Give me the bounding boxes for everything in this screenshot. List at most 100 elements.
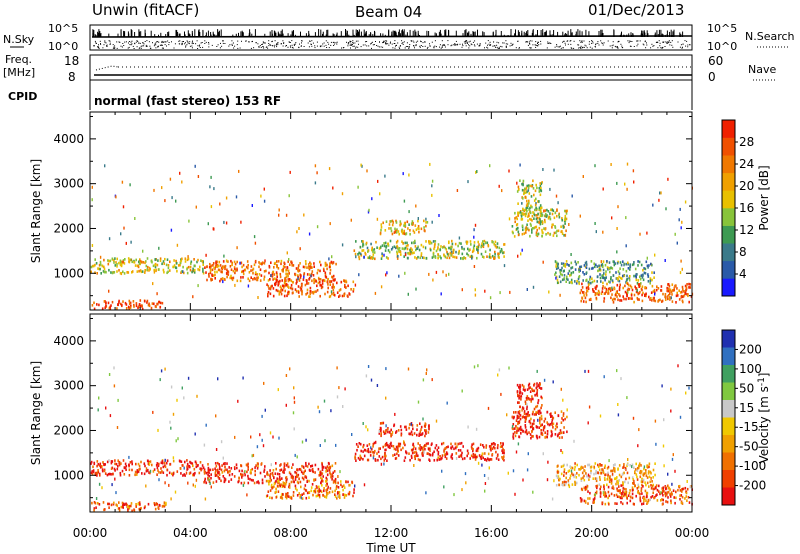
nsearch-dot (98, 47, 100, 49)
nsearch-dot (584, 44, 586, 46)
nsearch-dot (565, 44, 566, 46)
velocity-data (90, 364, 693, 513)
nsearch-dot (656, 41, 658, 43)
nsearch-dot (192, 42, 194, 44)
power-echo-region (90, 257, 205, 275)
power-colorbar-tick-label: 20 (739, 179, 754, 193)
nsearch-dot (652, 45, 654, 47)
nsearch-dot (259, 45, 261, 47)
power-colorbar-tick-label: 16 (739, 201, 754, 215)
nsearch-dot (388, 44, 390, 46)
nsearch-dot (462, 45, 464, 47)
nsearch-dot (208, 42, 210, 43)
nsearch-dot (415, 41, 417, 43)
nsearch-dot (414, 47, 415, 49)
nsky-trace (91, 29, 693, 49)
velocity-colorbar-tick-label: 50 (739, 381, 754, 395)
nsearch-dot (498, 48, 500, 49)
power-colorbar-segment (722, 120, 735, 138)
nsearch-dot (466, 43, 468, 44)
nsearch-dot (577, 44, 579, 46)
nsearch-dot (401, 42, 403, 44)
nsearch-dot (486, 46, 488, 48)
nsearch-dot (295, 42, 297, 44)
nsearch-dot (276, 46, 278, 48)
nsearch-dot (383, 41, 385, 43)
nsearch-dot (511, 44, 513, 46)
nsearch-dot (646, 42, 647, 44)
nave-lo: 0 (708, 70, 716, 84)
nsearch-dot (321, 45, 323, 47)
nsearch-dot (263, 42, 265, 43)
nsearch-dot (612, 44, 614, 46)
nsearch-dot (570, 40, 572, 42)
nsearch-dot (457, 43, 459, 45)
nsearch-dot (653, 45, 655, 47)
velocity-colorbar-segment (722, 470, 735, 488)
nsearch-dot (237, 40, 239, 42)
nsearch-dot (125, 41, 127, 43)
nsearch-dot (611, 47, 613, 49)
nsearch-dot (316, 45, 318, 47)
nsearch-dot (607, 40, 609, 42)
nsearch-dot (633, 46, 635, 47)
nsearch-dot (118, 41, 120, 43)
nsearch-dot (415, 44, 417, 46)
nsearch-dot (666, 42, 668, 44)
power-echo-region (266, 278, 355, 299)
cpid-text: normal (fast stereo) 153 RF (94, 94, 281, 108)
nsearch-dot (402, 42, 404, 44)
nsearch-dot (219, 47, 221, 49)
nsearch-dot (316, 41, 318, 43)
nsearch-dot (500, 45, 502, 47)
nsearch-dot (314, 47, 316, 49)
nsearch-dot (560, 47, 562, 49)
nsearch-dot (204, 40, 206, 42)
nsearch-dot (204, 43, 206, 44)
velocity-echo-region (90, 459, 205, 477)
velocity-echo-region (555, 462, 656, 487)
nsearch-dot (352, 45, 354, 47)
nsearch-dot (473, 44, 475, 46)
nsearch-dot (146, 45, 148, 47)
velocity-ytick-label: 1000 (53, 468, 84, 482)
nsearch-dot (257, 43, 259, 45)
velocity-colorbar-tick-label: -100 (739, 459, 766, 473)
nsearch-dot (255, 42, 257, 44)
nsearch-dot (489, 44, 491, 46)
nsearch-dot (588, 43, 590, 45)
nsearch-dot (352, 42, 354, 44)
nsearch-dot (347, 43, 349, 45)
nsearch-dot (405, 46, 407, 47)
nsearch-dot (202, 46, 204, 48)
nsearch-dot (276, 43, 278, 45)
nsearch-dot (597, 42, 599, 44)
date-title: 01/Dec/2013 (588, 1, 684, 19)
nsearch-dot (301, 40, 303, 42)
velocity-ylabel: Slant Range [km] (29, 361, 43, 465)
nsearch-dot (286, 45, 287, 46)
nsearch-dot (307, 42, 309, 44)
nsearch-dot (157, 45, 159, 47)
nsearch-dot (200, 42, 202, 44)
nsearch-dot (422, 42, 424, 44)
nsearch-dot (106, 45, 107, 47)
nsearch-dot (468, 41, 470, 43)
nsearch-dot (502, 42, 504, 44)
nsearch-dot (371, 41, 373, 43)
nsearch-dot (163, 47, 164, 49)
nsearch-dot (135, 41, 137, 43)
nsearch-dot (410, 40, 412, 42)
nsearch-dot (165, 41, 167, 43)
nsearch-dot (253, 47, 255, 49)
nsearch-dot (157, 46, 159, 48)
nsearch-dot (456, 44, 458, 46)
nsearch-dot (149, 45, 151, 47)
nsearch-dot (195, 43, 197, 45)
nsearch-dot (360, 46, 362, 48)
nsearch-dot (274, 44, 276, 46)
nsearch-dot (660, 47, 662, 49)
nsearch-dot (158, 41, 160, 43)
nsearch-dot (309, 40, 311, 42)
nsearch-dot (682, 43, 684, 45)
